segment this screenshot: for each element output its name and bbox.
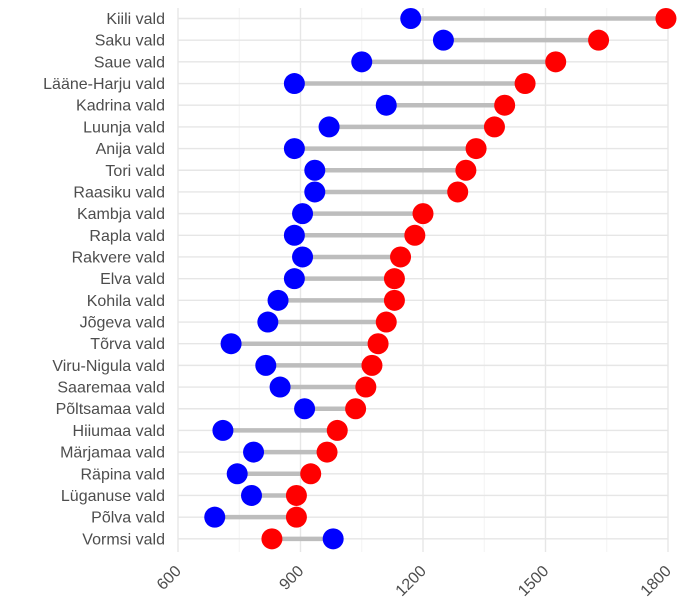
category-label: Saaremaa vald — [57, 380, 165, 397]
point-end — [355, 376, 377, 398]
point-start — [267, 289, 289, 311]
x-tick-label: 1200 — [393, 563, 430, 597]
point-end — [588, 29, 610, 51]
point-end — [390, 246, 412, 268]
point-start — [322, 528, 344, 550]
point-start — [294, 398, 316, 420]
category-label: Lääne-Harju vald — [43, 76, 165, 93]
point-start — [283, 138, 305, 160]
point-end — [483, 116, 505, 138]
grid — [177, 8, 669, 552]
point-end — [514, 73, 536, 95]
category-label: Kohila vald — [87, 293, 165, 310]
point-start — [400, 8, 422, 29]
point-start — [432, 29, 454, 51]
point-start — [212, 419, 234, 441]
point-start — [226, 463, 248, 485]
point-start — [204, 506, 226, 528]
point-end — [404, 224, 426, 246]
point-end — [655, 8, 677, 29]
point-start — [304, 181, 326, 203]
category-label: Vormsi vald — [82, 531, 165, 548]
point-end — [412, 203, 434, 225]
category-label: Luunja vald — [83, 119, 165, 136]
x-tick-label: 900 — [276, 563, 307, 594]
point-start — [243, 441, 265, 463]
point-start — [283, 73, 305, 95]
point-end — [326, 419, 348, 441]
category-label: Saku vald — [95, 33, 165, 50]
point-end — [383, 289, 405, 311]
point-start — [241, 484, 262, 506]
category-label: Kambja vald — [77, 206, 165, 223]
point-start — [269, 376, 291, 398]
point-start — [318, 116, 340, 138]
point-start — [304, 159, 326, 181]
category-label: Hiiumaa vald — [73, 423, 165, 440]
category-label: Räpina vald — [81, 466, 166, 483]
category-label: Kiili vald — [106, 11, 165, 28]
point-end — [494, 94, 516, 116]
category-label: Tori vald — [105, 163, 165, 180]
category-label: Lüganuse vald — [61, 488, 165, 505]
category-label: Viru-Nigula vald — [52, 358, 165, 375]
x-tick-label: 1800 — [638, 563, 675, 597]
point-end — [345, 398, 367, 420]
x-tick-label: 1500 — [515, 563, 552, 597]
point-start — [283, 268, 305, 290]
point-start — [220, 333, 242, 355]
segments — [214, 16, 666, 542]
point-start — [375, 94, 397, 116]
point-start — [292, 203, 314, 225]
x-tick-labels: 600 900 1200 1500 1800 — [154, 563, 675, 597]
point-end — [545, 51, 567, 73]
x-tick-label: 600 — [154, 563, 185, 594]
category-label: Elva vald — [100, 271, 165, 288]
category-label: Põlva vald — [91, 510, 165, 527]
category-label: Märjamaa vald — [60, 445, 165, 462]
point-end — [316, 441, 338, 463]
point-end — [285, 506, 307, 528]
category-label: Tõrva vald — [90, 336, 165, 353]
point-start — [292, 246, 314, 268]
category-label: Anija vald — [96, 141, 165, 158]
point-start — [255, 354, 277, 376]
point-end — [361, 354, 383, 376]
category-label: Kadrina vald — [76, 98, 165, 115]
category-label: Põltsamaa vald — [56, 401, 165, 418]
point-start — [351, 51, 373, 73]
point-end — [300, 463, 322, 485]
category-label: Raasiku vald — [73, 184, 165, 201]
point-end — [447, 181, 469, 203]
point-end — [367, 333, 389, 355]
category-label: Saue vald — [94, 54, 165, 71]
point-start — [283, 224, 305, 246]
point-end — [375, 311, 397, 333]
point-end — [455, 159, 477, 181]
category-labels: Kiili vald Saku vald Saue vald Lääne-Harju … — [43, 11, 165, 548]
category-label: Jõgeva vald — [80, 315, 165, 332]
category-label: Rapla vald — [89, 228, 165, 245]
point-end — [383, 268, 405, 290]
point-end — [285, 484, 307, 506]
point-start — [257, 311, 279, 333]
point-end — [465, 138, 487, 160]
category-label: Rakvere vald — [72, 249, 165, 266]
point-end — [261, 528, 283, 550]
points — [204, 8, 677, 550]
